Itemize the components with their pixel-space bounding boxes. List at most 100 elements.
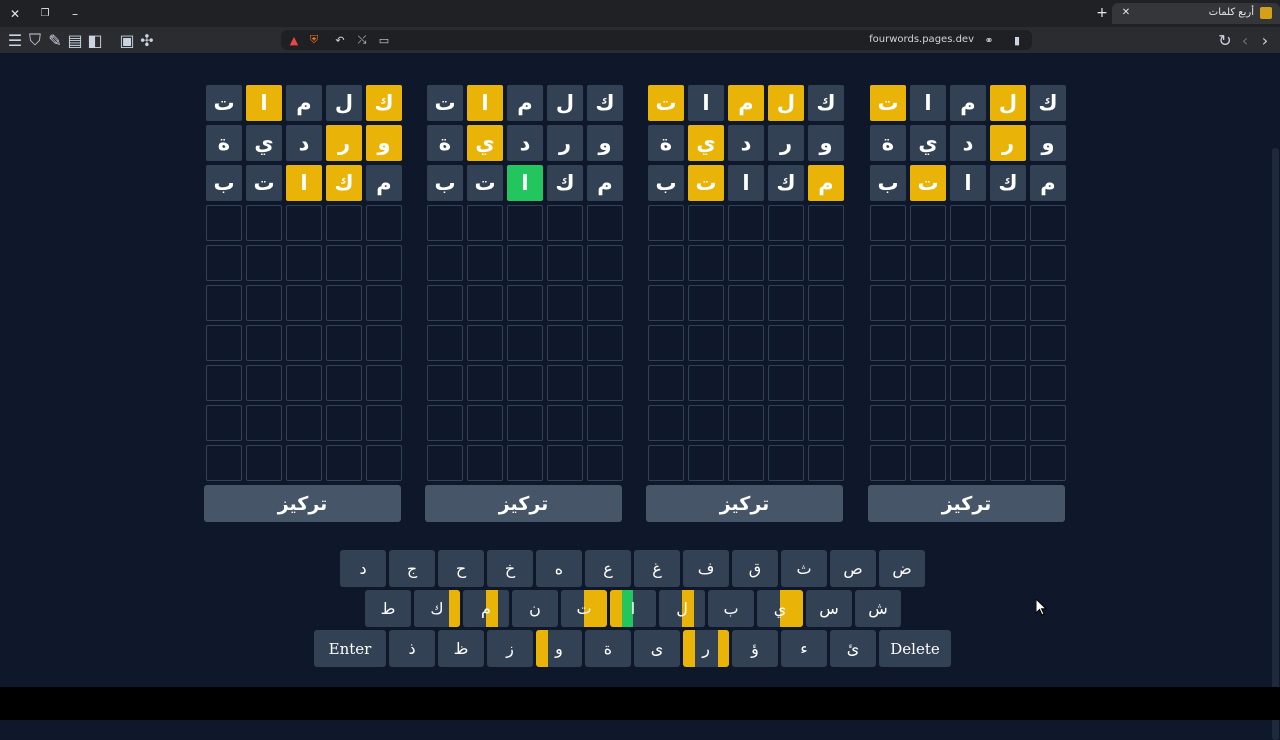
focus-button[interactable]: تركيز xyxy=(425,485,622,522)
screenshot-icon[interactable]: ▣ xyxy=(119,30,135,50)
key[interactable]: ك xyxy=(414,590,460,627)
key[interactable]: ة xyxy=(585,630,631,667)
tabs-icon[interactable]: ▤ xyxy=(67,30,83,50)
page-scrollbar[interactable] xyxy=(1270,53,1280,740)
key[interactable]: س xyxy=(806,590,852,627)
shield-icon[interactable]: ⛉ xyxy=(28,30,41,49)
tile-letter: ر xyxy=(768,125,804,161)
scroll-thumb[interactable] xyxy=(1272,148,1279,740)
tile-empty xyxy=(870,205,906,241)
tile-empty xyxy=(467,245,503,281)
key[interactable]: ا xyxy=(610,590,656,627)
key[interactable]: ؤ xyxy=(732,630,778,667)
key-board-status xyxy=(474,590,486,627)
tile-letter: ا xyxy=(910,85,946,121)
key[interactable]: ئ xyxy=(830,630,876,667)
tile-letter: ا xyxy=(950,165,986,201)
tile-letter: و xyxy=(587,125,623,161)
tile-empty xyxy=(950,325,986,361)
tile-empty xyxy=(507,445,543,481)
key[interactable]: ث xyxy=(781,550,827,587)
browser-tab[interactable]: ✕ أربع كلمات xyxy=(1112,3,1280,24)
key[interactable]: ذ xyxy=(389,630,435,667)
key[interactable]: ف xyxy=(683,550,729,587)
enter-key[interactable]: Enter xyxy=(314,630,386,667)
key[interactable]: ه xyxy=(536,550,582,587)
share-icon[interactable]: ↶ xyxy=(335,33,345,47)
key[interactable]: م xyxy=(463,590,509,627)
cast-icon[interactable]: ▭ xyxy=(378,33,390,47)
tile-empty xyxy=(286,285,322,321)
key-label: ه xyxy=(554,559,564,578)
bookmark-icon[interactable]: ▮ xyxy=(1013,33,1021,47)
key[interactable]: ض xyxy=(879,550,925,587)
focus-button[interactable]: تركيز xyxy=(868,485,1065,522)
tile-letter: ت xyxy=(870,85,906,121)
focus-button[interactable]: تركيز xyxy=(646,485,843,522)
pin-icon[interactable]: ✎ xyxy=(48,30,62,50)
menu-icon[interactable]: ☰ xyxy=(7,30,23,50)
key[interactable]: ظ xyxy=(438,630,484,667)
key[interactable]: ل xyxy=(659,590,705,627)
key[interactable]: ر xyxy=(683,630,729,667)
key[interactable]: ن xyxy=(512,590,558,627)
key-label: ى xyxy=(650,639,664,658)
focus-button[interactable]: تركيز xyxy=(204,485,401,522)
tile-empty xyxy=(870,445,906,481)
link-icon[interactable]: ⚭ xyxy=(984,33,994,47)
back-icon[interactable]: ‹ xyxy=(1241,30,1249,50)
key[interactable]: ى xyxy=(634,630,680,667)
tile-letter: ب xyxy=(870,165,906,201)
key-label: ؤ xyxy=(751,639,759,658)
key[interactable]: ز xyxy=(487,630,533,667)
key[interactable]: ء xyxy=(781,630,827,667)
tile-empty xyxy=(587,405,623,441)
new-tab-icon[interactable]: + xyxy=(1096,5,1108,21)
tile-empty xyxy=(286,205,322,241)
brave-rewards-icon[interactable]: ▲ xyxy=(289,33,299,47)
key[interactable]: ب xyxy=(708,590,754,627)
key[interactable]: ي xyxy=(757,590,803,627)
key[interactable]: ع xyxy=(585,550,631,587)
tile-empty xyxy=(990,405,1026,441)
tile-letter: ة xyxy=(427,125,463,161)
tile-empty xyxy=(366,405,402,441)
key[interactable]: ج xyxy=(389,550,435,587)
tile-empty xyxy=(366,205,402,241)
delete-key[interactable]: Delete xyxy=(879,630,951,667)
tile-empty xyxy=(366,365,402,401)
brave-shield-icon[interactable]: ⛨ xyxy=(309,33,319,46)
tile-empty xyxy=(768,445,804,481)
tile-empty xyxy=(326,205,362,241)
tile-letter: ة xyxy=(870,125,906,161)
translate-icon[interactable]: ⤯ xyxy=(357,33,367,46)
key[interactable]: ص xyxy=(830,550,876,587)
tile-letter: ك xyxy=(547,165,583,201)
key-board-status xyxy=(791,590,803,627)
key[interactable]: ح xyxy=(438,550,484,587)
key[interactable]: ق xyxy=(732,550,778,587)
restore-window-icon[interactable]: ❐ xyxy=(40,8,50,19)
extensions-icon[interactable]: ✣ xyxy=(140,30,154,50)
tile-empty xyxy=(467,445,503,481)
tile-empty xyxy=(648,325,684,361)
tile-letter: ب xyxy=(648,165,684,201)
forward-icon[interactable]: › xyxy=(1261,30,1269,50)
minimize-window-icon[interactable]: – xyxy=(72,7,78,21)
tile-letter: ت xyxy=(427,85,463,121)
key-label: ف xyxy=(697,559,715,578)
key[interactable]: غ xyxy=(634,550,680,587)
key-board-status xyxy=(682,590,694,627)
sidebar-icon[interactable]: ◧ xyxy=(87,30,103,50)
key[interactable]: و xyxy=(536,630,582,667)
key[interactable]: خ xyxy=(487,550,533,587)
key[interactable]: ط xyxy=(365,590,411,627)
key[interactable]: ش xyxy=(855,590,901,627)
key[interactable]: ت xyxy=(561,590,607,627)
close-tab-icon[interactable]: ✕ xyxy=(1121,7,1131,18)
address-bar[interactable]: ▲ ⛨ ↶ ⤯ ▭ fourwords.pages.dev ⚭ ▮ xyxy=(281,30,1032,50)
tile-empty xyxy=(910,245,946,281)
key[interactable]: د xyxy=(340,550,386,587)
reload-icon[interactable]: ↻ xyxy=(1218,30,1232,50)
close-window-icon[interactable]: ✕ xyxy=(9,7,21,21)
